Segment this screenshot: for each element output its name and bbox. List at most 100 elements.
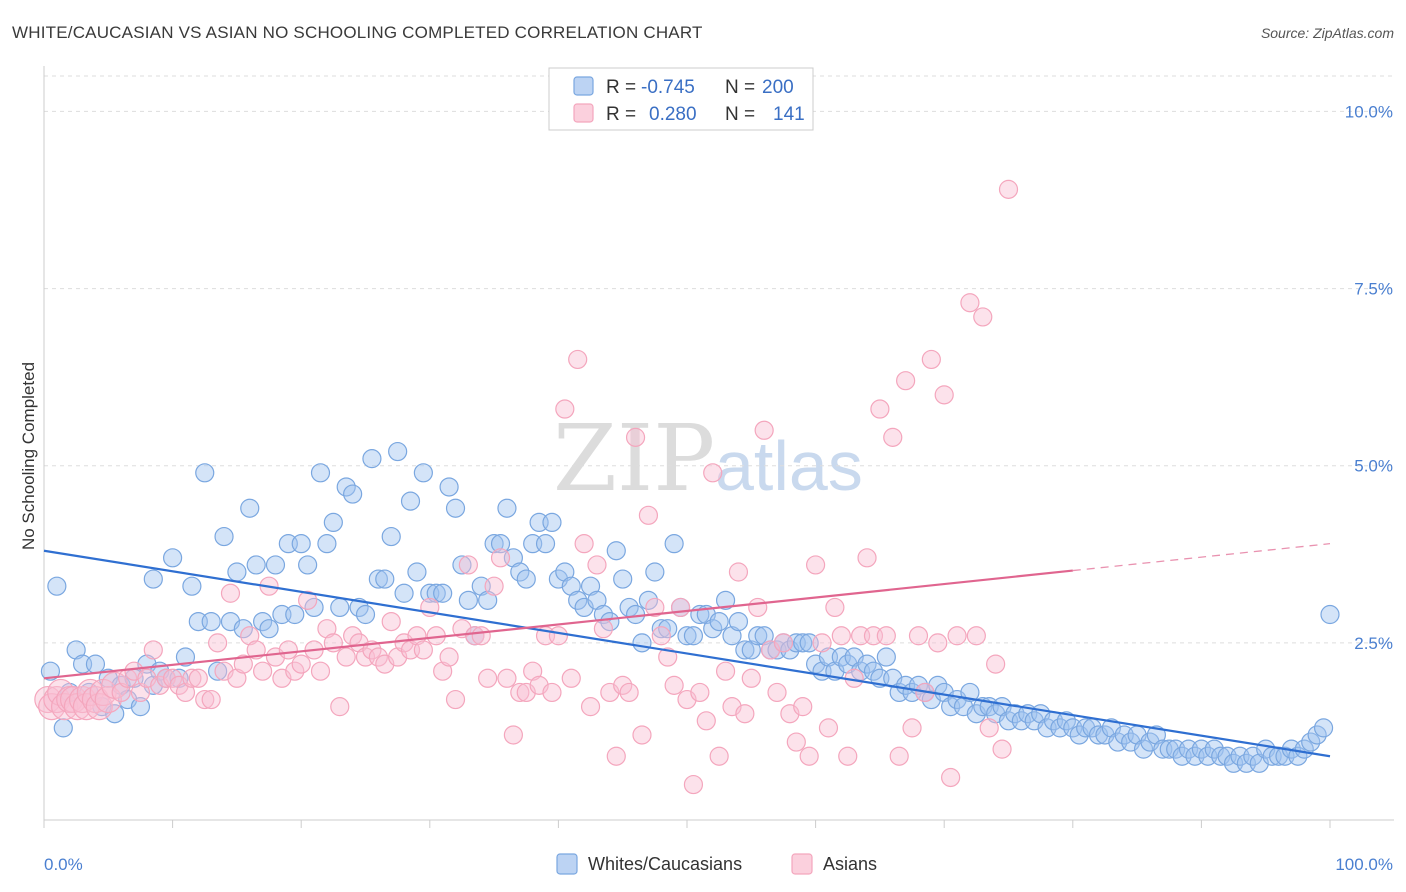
whites-point <box>285 604 305 625</box>
whites-point <box>182 576 202 596</box>
legend-swatch-asians <box>573 103 594 123</box>
asians-point <box>574 534 594 554</box>
legend-swatch-whites <box>573 76 594 96</box>
asians-point <box>445 689 466 710</box>
whites-point <box>227 562 247 582</box>
asians-point <box>188 668 208 688</box>
whites-point <box>105 704 125 724</box>
asians-point <box>690 682 710 703</box>
asians-point <box>767 682 787 703</box>
legend-n-value-asians: 141 <box>773 104 805 125</box>
whites-point <box>632 633 652 653</box>
whites-point <box>426 583 446 603</box>
asians-point <box>253 661 273 681</box>
whites-point <box>1146 725 1166 745</box>
asians-point <box>433 661 453 681</box>
asians-point <box>670 597 691 618</box>
asians-point <box>497 668 517 688</box>
asians-point <box>381 611 401 632</box>
whites-point <box>580 576 601 596</box>
y-tick-label: 5.0% <box>1354 457 1393 476</box>
legend-r-value-asians: 0.280 <box>649 104 697 125</box>
whites-point <box>458 590 478 610</box>
whites-point <box>317 534 337 554</box>
asians-point <box>883 427 903 447</box>
legend-r-label-whites: R = <box>606 77 636 98</box>
trend-lines <box>43 543 1331 758</box>
asians-point <box>330 697 350 717</box>
asians-point <box>490 548 511 568</box>
asians-point <box>992 739 1012 759</box>
asians-point <box>233 654 253 674</box>
asians-point <box>220 583 241 603</box>
asians-point <box>548 626 569 646</box>
asians-point <box>59 685 88 714</box>
asians-point <box>683 774 704 795</box>
whites-point <box>362 449 382 469</box>
asians-point <box>786 732 806 752</box>
whites-point <box>246 555 266 575</box>
whites-point <box>310 463 331 483</box>
whites-point <box>613 569 633 589</box>
whites-point <box>484 534 504 554</box>
asians-point <box>825 597 845 618</box>
asians-point <box>645 597 665 618</box>
whites-point <box>85 654 106 674</box>
legend-n-value-whites: 200 <box>762 77 794 98</box>
asians-point <box>805 555 826 575</box>
whites-point <box>741 640 761 660</box>
asians-point <box>465 626 485 646</box>
whites-point <box>497 498 517 518</box>
whites-point <box>754 626 774 646</box>
bottom-legend-swatch-asians <box>791 853 813 875</box>
asians-point <box>195 689 215 710</box>
whites-point <box>722 626 742 646</box>
legend-n-label-whites: N = <box>725 77 755 98</box>
asians-point <box>587 555 607 575</box>
asians-point <box>182 668 202 688</box>
asians-point <box>201 689 221 710</box>
legend-box: R = -0.745 N = 200 R = 0.280 N = 141 <box>548 67 814 131</box>
whites-point <box>735 640 755 660</box>
asians-point <box>908 626 929 646</box>
asians-point <box>889 746 909 766</box>
asians-point <box>966 626 986 646</box>
asians-point <box>111 682 131 703</box>
asians-point <box>94 685 122 714</box>
asians-point <box>857 548 877 568</box>
asians-point <box>651 626 671 646</box>
whites-point <box>259 619 279 639</box>
asians-point <box>793 697 813 717</box>
whites-point <box>561 576 581 596</box>
asians-trend-extrapolation <box>1072 543 1331 572</box>
asians-trend-line <box>43 569 1073 680</box>
asians-point <box>478 668 498 688</box>
asians-point <box>973 307 993 327</box>
whites-point <box>298 555 318 575</box>
asians-point <box>979 718 999 738</box>
asians-point <box>580 697 601 717</box>
whites-point <box>400 491 421 511</box>
whites-point <box>748 626 768 646</box>
whites-point <box>542 512 562 533</box>
asians-point <box>696 711 716 731</box>
asians-point <box>876 626 896 646</box>
whites-point <box>40 661 61 681</box>
whites-point <box>709 611 729 632</box>
whites-point <box>53 718 73 738</box>
whites-point <box>683 626 704 646</box>
asians-point <box>934 385 954 405</box>
asians-point <box>510 682 530 703</box>
whites-point <box>651 619 671 639</box>
asians-point <box>799 746 819 766</box>
asians-point <box>632 725 652 745</box>
legend-r-label-asians: R = <box>606 104 636 125</box>
whites-point <box>715 590 736 610</box>
legend-n-label-asians: N = <box>725 104 755 125</box>
asians-point <box>896 371 916 391</box>
asians-point <box>619 682 639 703</box>
asians-point <box>606 746 626 766</box>
asians-point <box>484 576 504 596</box>
asians-point <box>921 349 941 370</box>
asians-point <box>658 647 678 667</box>
